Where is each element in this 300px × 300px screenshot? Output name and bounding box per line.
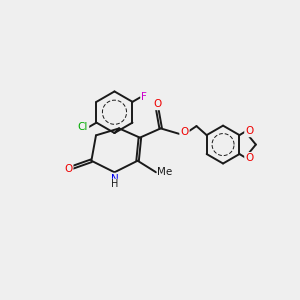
Text: O: O [180, 127, 189, 137]
Text: N: N [111, 174, 119, 184]
Text: Me: Me [157, 167, 172, 177]
Text: O: O [245, 153, 253, 163]
Text: O: O [153, 99, 161, 109]
Text: Cl: Cl [78, 122, 88, 133]
Text: O: O [245, 126, 253, 136]
Text: O: O [64, 164, 72, 174]
Text: H: H [112, 179, 119, 189]
Text: F: F [141, 92, 147, 102]
